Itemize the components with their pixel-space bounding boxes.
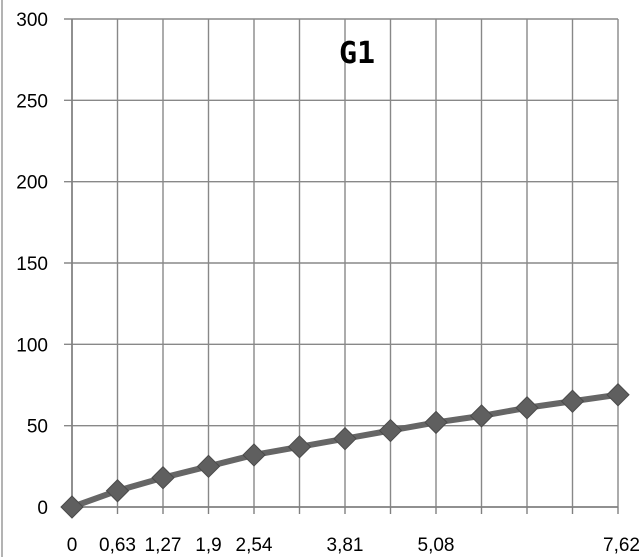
x-axis-tick-labels: 0 0,63 1,27 1,9 2,54 3,81 5,08 7,62: [67, 535, 640, 556]
data-point-marker: [515, 396, 539, 420]
data-point-marker: [196, 454, 221, 479]
data-point-marker: [151, 466, 175, 490]
y-axis-tick-labels: 0 50 100 150 200 250 300: [16, 10, 48, 519]
data-point-marker: [60, 495, 84, 519]
data-point-marker: [333, 426, 357, 451]
y-tick-label: 0: [37, 498, 48, 519]
x-tick-label: 7,62: [603, 535, 640, 556]
data-point-marker: [242, 443, 266, 467]
y-tick-label: 250: [16, 91, 48, 112]
axes: [1, 0, 619, 557]
data-point-marker: [105, 479, 130, 503]
data-point-marker: [424, 410, 448, 435]
x-tick-label: 3,81: [327, 535, 364, 556]
x-tick-label: 0: [67, 535, 78, 556]
y-tick-label: 50: [27, 417, 48, 438]
data-point-marker: [469, 404, 494, 428]
y-tick-label: 200: [16, 173, 48, 194]
series: [60, 383, 630, 519]
x-tick-label: 1,9: [195, 535, 221, 556]
data-point-marker: [606, 383, 630, 407]
x-tick-label: 1,27: [145, 535, 182, 556]
data-point-marker: [560, 389, 585, 413]
data-point-marker: [378, 418, 403, 443]
x-tick-label: 2,54: [236, 535, 273, 556]
y-tick-label: 100: [16, 335, 48, 356]
x-tick-label: 5,08: [418, 535, 455, 556]
data-point-marker: [287, 435, 312, 459]
x-tick-label: 0,63: [99, 535, 136, 556]
y-tick-label: 150: [16, 254, 48, 275]
chart-title: G1: [339, 36, 375, 71]
y-tick-label: 300: [16, 10, 48, 31]
